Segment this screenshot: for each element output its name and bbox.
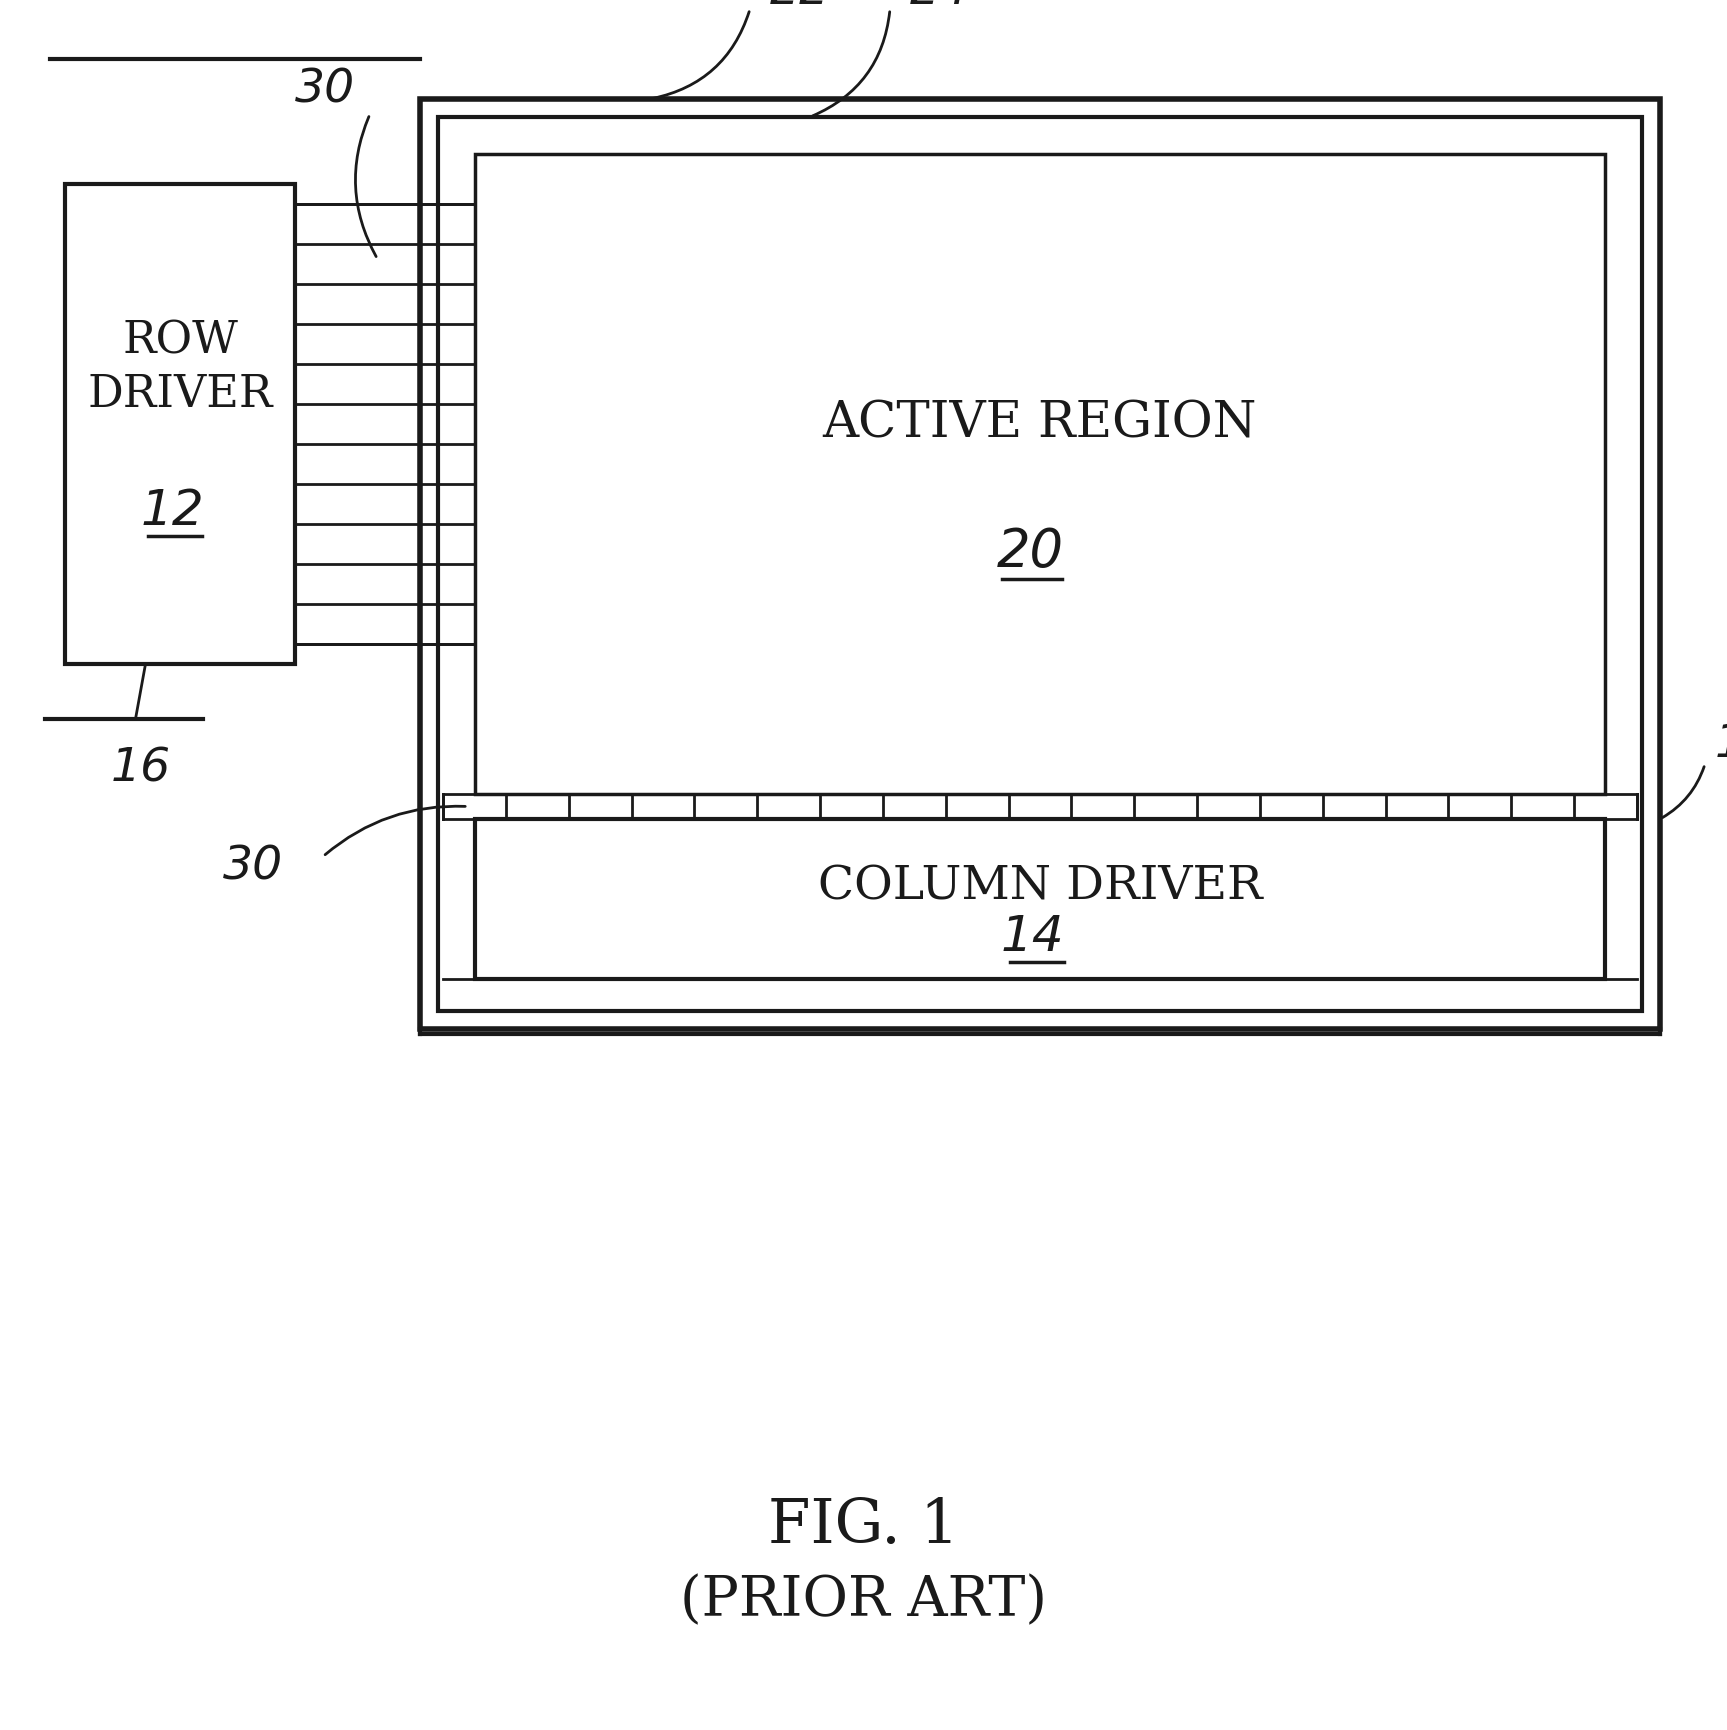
Text: ACTIVE REGION: ACTIVE REGION xyxy=(822,400,1257,448)
Bar xyxy=(66,185,295,664)
Text: 24: 24 xyxy=(910,0,971,14)
Text: 14: 14 xyxy=(1000,912,1064,960)
Text: ROW
DRIVER: ROW DRIVER xyxy=(88,318,273,415)
Text: 18: 18 xyxy=(1715,721,1727,766)
Text: 30: 30 xyxy=(295,67,356,112)
Text: FIG. 1: FIG. 1 xyxy=(769,1495,958,1555)
Text: 22: 22 xyxy=(770,0,831,14)
Text: (PRIOR ART): (PRIOR ART) xyxy=(680,1573,1047,1628)
Text: 30: 30 xyxy=(223,844,283,889)
Text: 16: 16 xyxy=(111,747,171,792)
Bar xyxy=(439,118,1642,1012)
Bar xyxy=(475,820,1604,979)
Text: 20: 20 xyxy=(996,526,1064,578)
Text: COLUMN DRIVER: COLUMN DRIVER xyxy=(817,863,1262,910)
Bar xyxy=(475,156,1604,794)
Bar xyxy=(420,100,1660,1029)
Text: 12: 12 xyxy=(140,488,204,535)
